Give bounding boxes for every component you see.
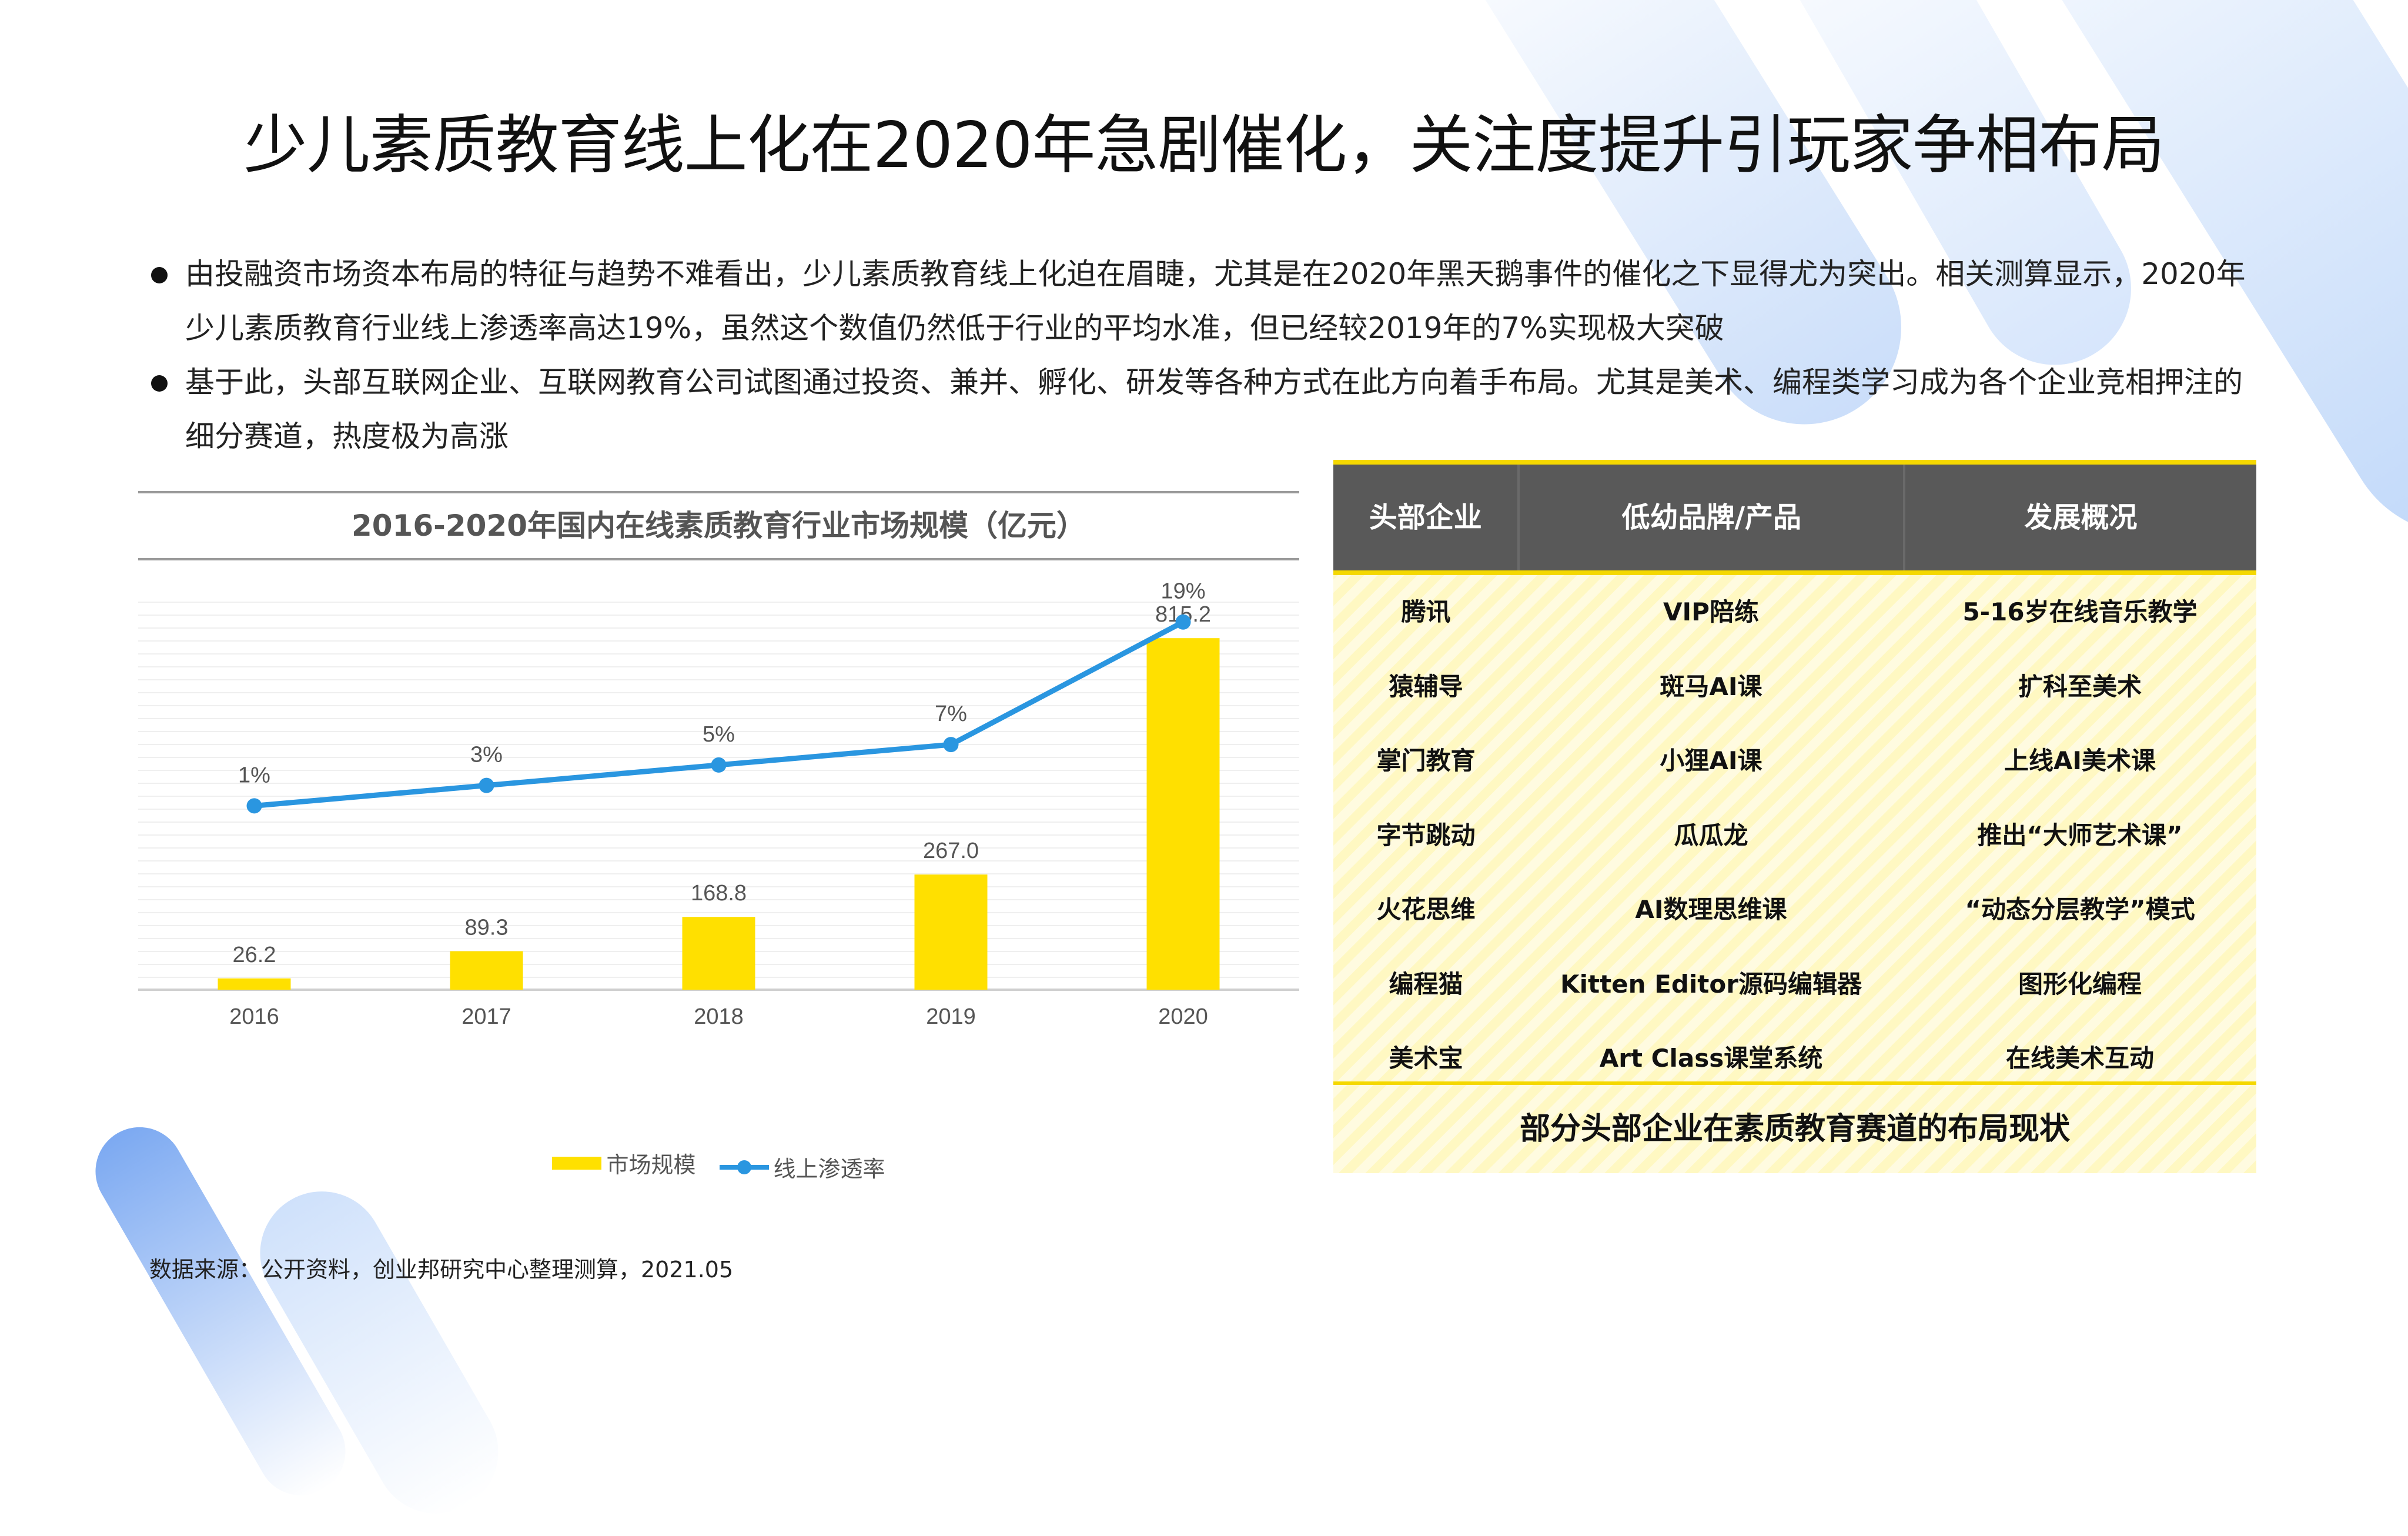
page-title: 少儿素质教育线上化在2020年急剧催化，关注度提升引玩家争相布局 — [243, 109, 2165, 182]
x-tick-label: 2017 — [461, 1004, 511, 1029]
data-source-note: 数据来源：公开资料，创业邦研究中心整理测算，2021.05 — [149, 1257, 734, 1283]
bullet-item: 基于此，头部互联网企业、互联网教育公司试图通过投资、兼并、孵化、研发等各种方式在… — [150, 355, 2266, 463]
table-cell-company: 字节跳动 — [1376, 820, 1476, 850]
legend-item-line: 线上渗透率 — [719, 1151, 885, 1183]
table-header-rule — [1333, 570, 2256, 575]
x-tick-label: 2019 — [926, 1004, 976, 1029]
table-row: 美术宝 Art Class课堂系统 在线美术互动 — [1333, 1021, 2256, 1096]
table-cell-company: 腾讯 — [1401, 597, 1451, 626]
table-cell-company: 猿辅导 — [1389, 672, 1463, 701]
table-row: 掌门教育 小狸AI课 上线AI美术课 — [1333, 724, 2256, 799]
x-tick-label: 2020 — [1158, 1004, 1208, 1029]
table-header-cell: 低幼品牌/产品 — [1517, 465, 1903, 570]
bullet-list: 由投融资市场资本布局的特征与趋势不难看出，少儿素质教育线上化迫在眉睫，尤其是在2… — [150, 247, 2266, 463]
decor-stripe — [238, 1168, 521, 1536]
table-cell-overview: 图形化编程 — [2018, 969, 2142, 999]
table-cell-overview: 上线AI美术课 — [2004, 746, 2156, 775]
table-body: 腾讯 VIP陪练 5-16岁在线音乐教学 猿辅导 斑马AI课 扩科至美术 掌门教… — [1333, 575, 2256, 1096]
table-cell-product: 斑马AI课 — [1660, 672, 1762, 701]
legend-label: 市场规模 — [606, 1152, 696, 1178]
legend-item-bar: 市场规模 — [552, 1147, 695, 1179]
table-cell-overview: 推出“大师艺术课” — [1977, 820, 2183, 850]
line-point — [711, 757, 727, 773]
line-value-label: 7% — [935, 702, 967, 726]
bar — [218, 978, 291, 990]
table-cell-company: 掌门教育 — [1376, 746, 1476, 775]
table-cell-product: Kitten Editor源码编辑器 — [1560, 969, 1862, 999]
chart-title: 2016-2020年国内在线素质教育行业市场规模（亿元） — [351, 509, 1086, 543]
bar-value-label: 168.8 — [691, 881, 747, 906]
table-row: 腾讯 VIP陪练 5-16岁在线音乐教学 — [1333, 575, 2256, 650]
table-header-cell: 发展概况 — [1903, 465, 2256, 570]
table-top-rule — [1333, 460, 2256, 465]
table-cell-overview: 扩科至美术 — [2018, 672, 2142, 701]
table-cell-product: VIP陪练 — [1663, 597, 1759, 626]
bar — [914, 874, 988, 990]
legend-label: 线上渗透率 — [773, 1156, 885, 1182]
bar-value-label: 26.2 — [233, 943, 276, 967]
table-cell-overview: “动态分层教学”模式 — [1965, 895, 2195, 924]
table-footer-rule — [1333, 1081, 2256, 1085]
table-cell-company: 火花思维 — [1376, 895, 1476, 924]
series-line — [252, 619, 1186, 809]
table-cell-company: 编程猫 — [1389, 969, 1463, 999]
line-point — [943, 737, 959, 753]
table-cell-product: Art Class课堂系统 — [1599, 1044, 1823, 1073]
bar-value-label: 267.0 — [923, 839, 979, 863]
bullet-dot-icon — [151, 375, 168, 392]
x-tick-label: 2018 — [694, 1004, 744, 1029]
bullet-text: 基于此，头部互联网企业、互联网教育公司试图通过投资、兼并、孵化、研发等各种方式在… — [185, 365, 2243, 453]
chart-title-bar: 2016-2020年国内在线素质教育行业市场规模（亿元） — [138, 491, 1299, 560]
bar — [450, 951, 523, 990]
table-cell-product: AI数理思维课 — [1635, 895, 1787, 924]
bar-value-label: 89.3 — [465, 916, 509, 940]
line-value-label: 19% — [1160, 579, 1205, 604]
table-row: 猿辅导 斑马AI课 扩科至美术 — [1333, 650, 2256, 724]
table-cell-overview: 在线美术互动 — [2005, 1044, 2154, 1073]
table-cell-company: 美术宝 — [1389, 1044, 1463, 1073]
table-row: 编程猫 Kitten Editor源码编辑器 图形化编程 — [1333, 947, 2256, 1022]
bullet-text: 由投融资市场资本布局的特征与趋势不难看出，少儿素质教育线上化迫在眉睫，尤其是在2… — [185, 257, 2246, 345]
table-cell-product: 瓜瓜龙 — [1674, 820, 1748, 850]
table-caption: 部分头部企业在素质教育赛道的布局现状 — [1519, 1111, 2070, 1147]
table-header: 头部企业 低幼品牌/产品 发展概况 — [1333, 465, 2256, 570]
table-row: 火花思维 AI数理思维课 “动态分层教学”模式 — [1333, 873, 2256, 947]
line-point — [1175, 614, 1191, 630]
line-value-label: 3% — [470, 743, 503, 767]
bar — [1146, 638, 1220, 990]
line-value-label: 5% — [703, 722, 735, 747]
legend-line-swatch-icon — [719, 1160, 769, 1174]
table-row: 字节跳动 瓜瓜龙 推出“大师艺术课” — [1333, 799, 2256, 873]
line-point — [479, 777, 494, 793]
layout-table: 头部企业 低幼品牌/产品 发展概况 腾讯 VIP陪练 5-16岁在线音乐教学 猿… — [1333, 460, 2256, 1173]
bar — [682, 917, 755, 990]
legend-bar-swatch-icon — [552, 1156, 602, 1170]
chart-legend: 市场规模 线上渗透率 — [138, 1147, 1299, 1183]
bullet-item: 由投融资市场资本布局的特征与趋势不难看出，少儿素质教育线上化迫在眉睫，尤其是在2… — [150, 247, 2266, 355]
table-cell-overview: 5-16岁在线音乐教学 — [1962, 597, 2198, 626]
market-size-chart: 2016-2020年国内在线素质教育行业市场规模（亿元） 26.2 2016 89.… — [138, 491, 1299, 1185]
line-point — [246, 798, 262, 814]
x-tick-label: 2016 — [229, 1004, 279, 1029]
line-value-label: 1% — [238, 763, 270, 787]
table-cell-product: 小狸AI课 — [1660, 746, 1762, 775]
chart-plot: 26.2201689.32017168.82018267.02019815.22… — [138, 579, 1299, 1029]
bullet-dot-icon — [151, 267, 168, 283]
table-header-cell: 头部企业 — [1369, 501, 1482, 534]
